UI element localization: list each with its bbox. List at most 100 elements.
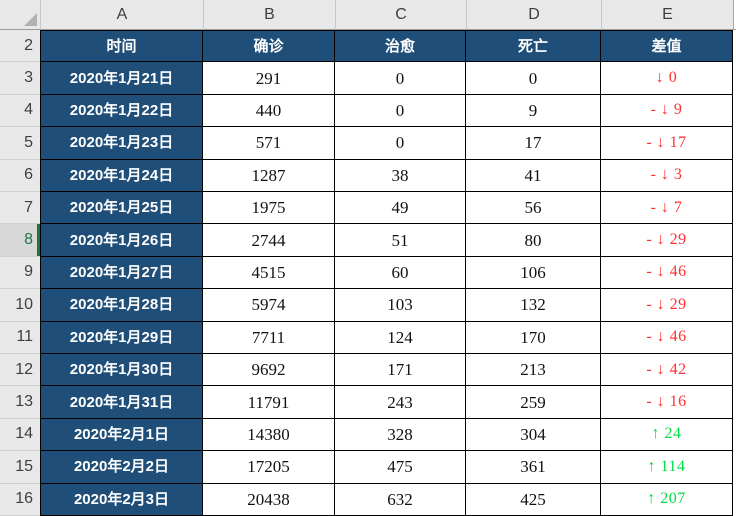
cell-confirmed[interactable]: 11791 <box>203 386 335 419</box>
cell-date[interactable]: 2020年1月26日 <box>40 224 203 257</box>
cell-date[interactable]: 2020年1月22日 <box>40 94 203 128</box>
cell-diff[interactable]: - ↓ 42 <box>601 354 733 387</box>
select-all-corner[interactable] <box>0 0 40 30</box>
cell-cured[interactable]: 0 <box>335 127 466 160</box>
cell-cured[interactable]: 243 <box>335 386 466 419</box>
cell-dead[interactable]: 17 <box>466 127 601 160</box>
grid-filler <box>733 354 736 387</box>
header-cell-dead[interactable]: 死亡 <box>466 30 601 63</box>
cell-dead[interactable]: 213 <box>466 354 601 387</box>
header-cell-diff[interactable]: 差值 <box>601 30 733 63</box>
cell-diff[interactable]: - ↓ 16 <box>601 386 733 419</box>
cell-cured[interactable]: 632 <box>335 483 466 516</box>
cell-cured[interactable]: 49 <box>335 192 466 225</box>
row-header-14[interactable]: 14 <box>0 418 40 452</box>
cell-diff[interactable]: - ↓ 29 <box>601 289 733 322</box>
row-header-13[interactable]: 13 <box>0 386 40 419</box>
cell-confirmed[interactable]: 9692 <box>203 354 335 387</box>
row-header-2[interactable]: 2 <box>0 30 40 63</box>
cell-diff[interactable]: ↑ 114 <box>601 451 733 484</box>
cell-confirmed[interactable]: 14380 <box>203 418 335 452</box>
row-header-5[interactable]: 5 <box>0 127 40 160</box>
cell-diff[interactable]: - ↓ 7 <box>601 192 733 225</box>
column-header-e[interactable]: E <box>601 0 733 30</box>
cell-date[interactable]: 2020年1月31日 <box>40 386 203 419</box>
cell-date[interactable]: 2020年1月30日 <box>40 354 203 387</box>
cell-cured[interactable]: 60 <box>335 256 466 290</box>
cell-date[interactable]: 2020年1月25日 <box>40 192 203 225</box>
row-header-15[interactable]: 15 <box>0 451 40 484</box>
row-header-16[interactable]: 16 <box>0 483 40 516</box>
column-header-c[interactable]: C <box>335 0 466 30</box>
header-cell-cured[interactable]: 治愈 <box>335 30 466 63</box>
cell-diff[interactable]: - ↓ 29 <box>601 224 733 257</box>
cell-diff[interactable]: - ↓ 46 <box>601 321 733 354</box>
cell-confirmed[interactable]: 1287 <box>203 159 335 192</box>
cell-confirmed[interactable]: 7711 <box>203 321 335 354</box>
row-header-9[interactable]: 9 <box>0 256 40 290</box>
cell-cured[interactable]: 38 <box>335 159 466 192</box>
cell-dead[interactable]: 41 <box>466 159 601 192</box>
cell-diff[interactable]: ↓ 0 <box>601 62 733 95</box>
cell-confirmed[interactable]: 1975 <box>203 192 335 225</box>
cell-diff[interactable]: - ↓ 17 <box>601 127 733 160</box>
cell-date[interactable]: 2020年1月23日 <box>40 127 203 160</box>
cell-dead[interactable]: 259 <box>466 386 601 419</box>
cell-date[interactable]: 2020年1月28日 <box>40 289 203 322</box>
cell-date[interactable]: 2020年1月21日 <box>40 62 203 95</box>
cell-dead[interactable]: 0 <box>466 62 601 95</box>
header-cell-time[interactable]: 时间 <box>40 30 203 63</box>
row-header-6[interactable]: 6 <box>0 159 40 192</box>
cell-date[interactable]: 2020年2月2日 <box>40 451 203 484</box>
cell-diff[interactable]: - ↓ 46 <box>601 256 733 290</box>
grid-filler <box>733 192 736 225</box>
cell-dead[interactable]: 9 <box>466 94 601 128</box>
cell-cured[interactable]: 51 <box>335 224 466 257</box>
cell-diff[interactable]: ↑ 207 <box>601 483 733 516</box>
row-header-11[interactable]: 11 <box>0 321 40 354</box>
cell-cured[interactable]: 124 <box>335 321 466 354</box>
cell-confirmed[interactable]: 2744 <box>203 224 335 257</box>
cell-date[interactable]: 2020年2月3日 <box>40 483 203 516</box>
row-header-3[interactable]: 3 <box>0 62 40 95</box>
cell-cured[interactable]: 0 <box>335 94 466 128</box>
cell-cured[interactable]: 475 <box>335 451 466 484</box>
cell-diff[interactable]: - ↓ 9 <box>601 94 733 128</box>
cell-dead[interactable]: 106 <box>466 256 601 290</box>
cell-cured[interactable]: 103 <box>335 289 466 322</box>
cell-dead[interactable]: 80 <box>466 224 601 257</box>
cell-diff[interactable]: ↑ 24 <box>601 418 733 452</box>
header-cell-confirmed[interactable]: 确诊 <box>203 30 335 63</box>
cell-cured[interactable]: 171 <box>335 354 466 387</box>
cell-dead[interactable]: 361 <box>466 451 601 484</box>
cell-confirmed[interactable]: 20438 <box>203 483 335 516</box>
cell-confirmed[interactable]: 571 <box>203 127 335 160</box>
row-header-12[interactable]: 12 <box>0 354 40 387</box>
cell-date[interactable]: 2020年1月29日 <box>40 321 203 354</box>
cell-dead[interactable]: 56 <box>466 192 601 225</box>
cell-date[interactable]: 2020年1月24日 <box>40 159 203 192</box>
cell-confirmed[interactable]: 291 <box>203 62 335 95</box>
row-header-4[interactable]: 4 <box>0 94 40 128</box>
column-header-b[interactable]: B <box>203 0 335 30</box>
column-header-d[interactable]: D <box>466 0 601 30</box>
cell-dead[interactable]: 132 <box>466 289 601 322</box>
cell-cured[interactable]: 0 <box>335 62 466 95</box>
cell-diff[interactable]: - ↓ 3 <box>601 159 733 192</box>
row-header-7[interactable]: 7 <box>0 192 40 225</box>
cell-dead[interactable]: 304 <box>466 418 601 452</box>
cell-confirmed[interactable]: 440 <box>203 94 335 128</box>
cell-cured[interactable]: 328 <box>335 418 466 452</box>
cell-dead[interactable]: 170 <box>466 321 601 354</box>
cell-confirmed[interactable]: 17205 <box>203 451 335 484</box>
cell-date[interactable]: 2020年2月1日 <box>40 418 203 452</box>
grid-filler <box>733 224 736 257</box>
cell-date[interactable]: 2020年1月27日 <box>40 256 203 290</box>
row-header-8-selected[interactable]: 8 <box>0 224 40 257</box>
cell-dead[interactable]: 425 <box>466 483 601 516</box>
cell-confirmed[interactable]: 5974 <box>203 289 335 322</box>
row-header-10[interactable]: 10 <box>0 289 40 322</box>
cell-confirmed[interactable]: 4515 <box>203 256 335 290</box>
column-header-a[interactable]: A <box>40 0 203 30</box>
